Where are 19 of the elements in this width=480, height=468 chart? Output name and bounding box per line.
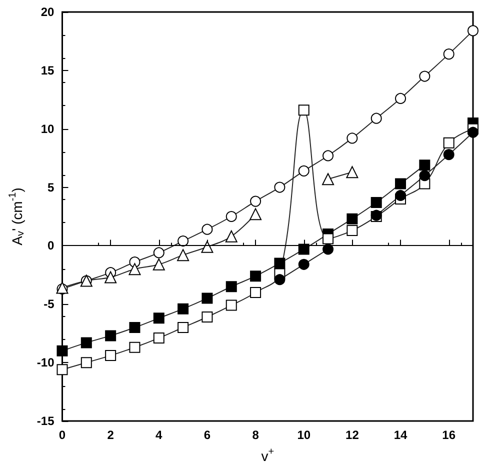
x-tick-label: 0 — [58, 428, 66, 442]
x-tick-label: 2 — [107, 428, 114, 442]
y-tick-label: -15 — [36, 414, 55, 428]
y-axis-title: Av' (cm-1) — [8, 188, 26, 246]
x-tick-label: 6 — [204, 428, 211, 442]
x-axis-title: v+ — [261, 446, 274, 464]
y-tick-label: -10 — [36, 356, 55, 370]
y-tick-label: -5 — [44, 297, 55, 312]
y-tick-label: 10 — [40, 122, 55, 136]
y-tick-label: 20 — [40, 5, 55, 19]
x-tick-label: 14 — [394, 428, 408, 442]
x-tick-label: 16 — [442, 428, 456, 442]
y-tick-label: 0 — [48, 238, 55, 253]
x-tick-label: 4 — [156, 428, 163, 442]
x-tick-label: 12 — [346, 428, 360, 442]
y-tick-label: 15 — [40, 63, 55, 78]
x-tick-label: 10 — [297, 428, 311, 442]
y-tick-label: 5 — [48, 180, 55, 194]
x-tick-label: 8 — [252, 428, 260, 442]
